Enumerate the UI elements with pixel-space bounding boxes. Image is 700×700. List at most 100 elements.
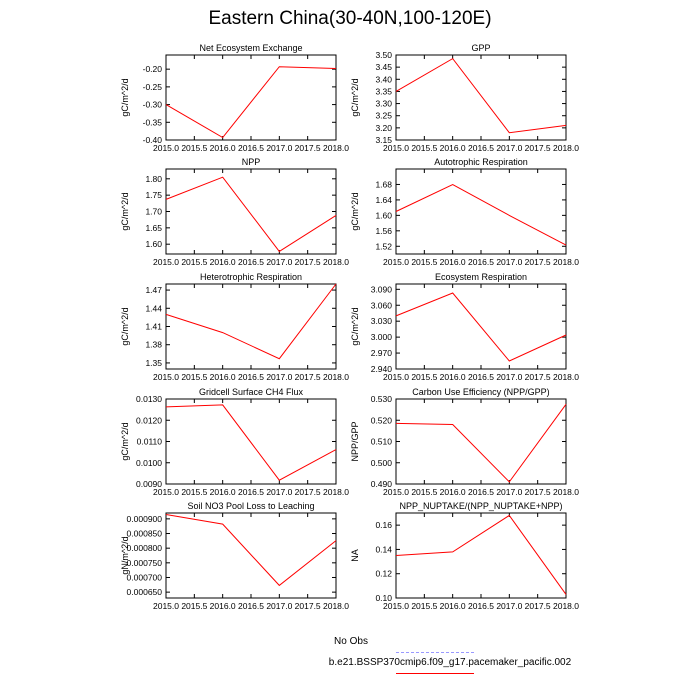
legend-model-line <box>396 673 474 674</box>
series-line <box>165 176 337 253</box>
x-tick-label: 2015.0 <box>383 143 409 153</box>
y-tick-label: 3.20 <box>375 123 392 133</box>
x-tick-label: 2017.0 <box>266 601 292 611</box>
x-tick-label: 2016.0 <box>440 372 466 382</box>
x-tick-label: 2017.0 <box>266 257 292 267</box>
x-tick-label: 2015.0 <box>153 143 179 153</box>
y-axis-label: gC/m^2/d <box>350 192 360 230</box>
plot-frame <box>395 168 567 255</box>
x-tick-label: 2015.5 <box>181 143 207 153</box>
figure-title: Eastern China(30-40N,100-120E) <box>208 8 492 29</box>
series-line <box>165 514 337 587</box>
x-tick-label: 2015.5 <box>411 372 437 382</box>
x-tick-label: 2015.0 <box>383 257 409 267</box>
y-tick-label: -0.25 <box>143 82 163 92</box>
x-tick-label: 2015.0 <box>383 487 409 497</box>
y-tick-label: 0.0130 <box>136 394 162 404</box>
y-tick-label: 0.000850 <box>127 529 163 539</box>
plot-frame <box>395 54 567 141</box>
series-line <box>165 404 337 481</box>
y-tick-label: 0.510 <box>371 437 393 447</box>
series-line <box>395 404 567 483</box>
y-axis-label: gC/m^2/d <box>120 78 130 116</box>
y-axis-label: NPP/GPP <box>350 421 360 461</box>
y-tick-label: 3.40 <box>375 74 392 84</box>
x-tick-label: 2015.0 <box>383 601 409 611</box>
series-line <box>395 292 567 362</box>
y-tick-label: 1.68 <box>375 179 392 189</box>
x-tick-label: 2015.5 <box>181 601 207 611</box>
x-tick-label: 2016.5 <box>238 372 264 382</box>
x-tick-label: 2017.0 <box>496 257 522 267</box>
y-tick-label: 1.38 <box>145 340 162 350</box>
y-tick-label: 0.14 <box>375 544 392 554</box>
plot-frame <box>165 283 337 370</box>
chart-panel: GPP gC/m^2/d 3.15 3.20 3.25 3.30 3.35 3.40 3.45 3… <box>350 43 579 153</box>
x-tick-label: 2017.0 <box>496 372 522 382</box>
chart-title: Carbon Use Efficiency (NPP/GPP) <box>412 387 549 397</box>
x-tick-label: 2015.5 <box>411 257 437 267</box>
y-tick-label: 2.940 <box>371 364 393 374</box>
x-tick-label: 2016.0 <box>210 601 236 611</box>
y-tick-label: 0.490 <box>371 479 393 489</box>
x-tick-label: 2015.5 <box>181 257 207 267</box>
x-tick-label: 2016.5 <box>468 143 494 153</box>
x-tick-label: 2015.5 <box>181 487 207 497</box>
x-tick-label: 2017.5 <box>525 143 551 153</box>
y-tick-label: 3.090 <box>371 284 393 294</box>
chart-panel: Heterotrophic Respiration gC/m^2/d 1.35 1.3… <box>120 272 349 382</box>
y-tick-label: 3.45 <box>375 62 392 72</box>
plot-frame <box>165 512 337 599</box>
x-tick-label: 2016.0 <box>440 601 466 611</box>
y-tick-label: 1.56 <box>375 226 392 236</box>
y-tick-label: 1.47 <box>145 285 162 295</box>
x-tick-label: 2017.5 <box>295 487 321 497</box>
x-tick-label: 2016.0 <box>210 143 236 153</box>
x-tick-label: 2018.0 <box>553 372 579 382</box>
x-tick-label: 2017.5 <box>295 143 321 153</box>
x-tick-label: 2016.5 <box>238 487 264 497</box>
x-tick-label: 2015.5 <box>181 372 207 382</box>
chart-title: Heterotrophic Respiration <box>200 272 302 282</box>
x-tick-label: 2016.5 <box>468 601 494 611</box>
x-tick-label: 2018.0 <box>323 257 349 267</box>
y-tick-label: 0.0110 <box>137 437 163 447</box>
series-line <box>395 57 567 134</box>
chart-title: NPP_NUPTAKE/(NPP_NUPTAKE+NPP) <box>400 501 563 511</box>
x-tick-label: 2018.0 <box>323 487 349 497</box>
chart-panel: NPP_NUPTAKE/(NPP_NUPTAKE+NPP) NA 0.10 0.12 0… <box>350 501 579 611</box>
plot-frame <box>165 168 337 255</box>
y-tick-label: 2.970 <box>371 348 393 358</box>
x-tick-label: 2017.5 <box>525 601 551 611</box>
y-tick-label: 0.10 <box>375 593 392 603</box>
y-tick-label: 3.30 <box>375 99 392 109</box>
x-tick-label: 2016.0 <box>440 257 466 267</box>
legend-obs-label: No Obs <box>334 636 368 647</box>
x-tick-label: 2016.0 <box>440 487 466 497</box>
x-tick-label: 2016.0 <box>210 257 236 267</box>
chart-title: Net Ecosystem Exchange <box>199 43 302 53</box>
chart-panel: Net Ecosystem Exchange gC/m^2/d -0.40 -0.35… <box>120 43 349 153</box>
x-tick-label: 2016.5 <box>238 257 264 267</box>
y-tick-label: 0.000900 <box>127 514 163 524</box>
legend-obs-line <box>396 652 474 653</box>
y-tick-label: 0.500 <box>371 458 393 468</box>
x-tick-label: 2016.5 <box>238 601 264 611</box>
y-tick-label: -0.35 <box>143 117 163 127</box>
x-tick-label: 2016.5 <box>468 257 494 267</box>
x-tick-label: 2017.5 <box>525 487 551 497</box>
y-tick-label: 3.25 <box>375 111 392 121</box>
y-tick-label: -0.30 <box>143 100 163 110</box>
x-tick-label: 2018.0 <box>553 487 579 497</box>
y-axis-label: gC/m^2/d <box>350 307 360 345</box>
y-tick-label: 3.030 <box>371 316 393 326</box>
x-tick-label: 2015.5 <box>411 601 437 611</box>
y-tick-label: 1.60 <box>375 210 392 220</box>
y-tick-label: 0.0090 <box>136 479 162 489</box>
series-line <box>395 183 567 246</box>
x-tick-label: 2017.5 <box>525 372 551 382</box>
chart-panel: Soil NO3 Pool Loss to LeachinggN/m^2/d0.… <box>120 501 349 611</box>
y-tick-label: 0.000700 <box>127 572 163 582</box>
x-tick-label: 2017.5 <box>295 372 321 382</box>
